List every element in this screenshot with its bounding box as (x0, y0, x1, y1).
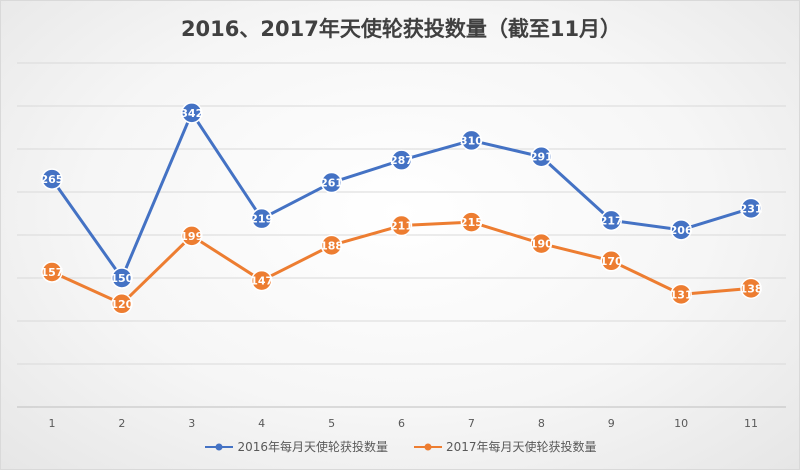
series-line-0 (50, 111, 753, 280)
x-tick-label: 7 (468, 417, 475, 430)
data-label: 265 (40, 173, 63, 186)
data-marker (460, 129, 483, 152)
data-point: 231 (740, 197, 763, 220)
data-marker (740, 197, 762, 220)
data-marker (320, 171, 343, 194)
data-point: 206 (670, 219, 693, 241)
data-marker (41, 261, 63, 283)
data-marker (460, 211, 483, 233)
x-tick-label: 4 (258, 417, 265, 430)
data-point: 342 (180, 102, 203, 124)
chart-title: 2016、2017年天使轮获投数量（截至11月） (180, 17, 622, 41)
x-tick-label: 10 (674, 417, 688, 430)
data-marker (181, 102, 203, 124)
data-label: 190 (530, 238, 553, 251)
data-label: 170 (600, 255, 623, 268)
x-tick-label: 3 (188, 417, 195, 430)
data-label: 188 (320, 239, 343, 252)
x-tick-label: 6 (398, 417, 405, 430)
data-point: 131 (670, 283, 693, 306)
data-label: 131 (670, 288, 693, 301)
data-point: 170 (600, 250, 623, 272)
data-label: 199 (180, 230, 203, 243)
data-marker (600, 209, 622, 232)
data-marker (530, 232, 553, 255)
legend-label-2016: 2016年每月天使轮获投数量 (237, 440, 388, 454)
data-point: 215 (460, 211, 483, 233)
data-point: 157 (40, 261, 63, 283)
legend-item-2016: 2016年每月天使轮获投数量 (205, 438, 388, 455)
data-marker (250, 207, 273, 230)
data-point: 211 (390, 214, 413, 237)
data-point: 190 (530, 232, 553, 255)
x-tick-label: 2 (118, 417, 125, 430)
data-label: 120 (110, 298, 133, 311)
legend-swatch-2017 (414, 443, 442, 450)
x-tick-label: 1 (48, 417, 55, 430)
legend-label-2017: 2017年每月天使轮获投数量 (446, 440, 597, 454)
data-point: 188 (320, 234, 343, 257)
data-point: 217 (600, 209, 623, 232)
plot-area: 1 2 3 4 5 6 7 8 9 10 11 265 150 342 219 261 287 310 291 21… (17, 62, 786, 430)
data-label: 310 (460, 134, 483, 147)
data-point: 291 (530, 145, 553, 168)
x-tick-label: 5 (328, 417, 335, 430)
data-point: 310 (460, 129, 483, 152)
x-tick-label: 11 (744, 417, 758, 430)
gridlines (17, 62, 786, 408)
series-lines (50, 111, 753, 306)
data-label: 211 (390, 220, 413, 233)
data-marker (390, 149, 413, 171)
data-point: 199 (180, 225, 203, 247)
data-label: 157 (40, 266, 63, 279)
data-marker (390, 214, 413, 237)
legend-swatch-2016 (205, 443, 234, 450)
data-marker (530, 145, 553, 168)
data-point: 150 (110, 267, 134, 289)
data-point: 219 (250, 207, 273, 230)
data-marker (250, 269, 273, 292)
data-marker (670, 283, 692, 306)
data-point: 265 (40, 168, 63, 190)
x-axis-ticks: 1 2 3 4 5 6 7 8 9 10 11 (48, 417, 758, 430)
data-marker (111, 293, 133, 315)
data-marker (670, 219, 692, 241)
data-marker (41, 168, 63, 190)
data-label: 291 (530, 151, 553, 164)
data-marker (181, 225, 203, 247)
data-label: 217 (600, 214, 623, 227)
series-points: 265 150 342 219 261 287 310 291 217 206 231 157 120 1… (40, 102, 763, 315)
data-point: 261 (320, 171, 343, 194)
data-label: 150 (110, 272, 133, 285)
data-label: 147 (250, 275, 273, 288)
data-label: 138 (740, 282, 763, 295)
data-label: 287 (390, 154, 413, 167)
data-point: 120 (110, 293, 134, 315)
x-tick-label: 8 (538, 417, 545, 430)
data-point: 287 (390, 149, 413, 171)
data-label: 342 (180, 107, 203, 120)
x-tick-label: 9 (608, 417, 615, 430)
legend-item-2017: 2017年每月天使轮获投数量 (414, 438, 597, 455)
data-label: 219 (250, 213, 273, 226)
data-marker (600, 250, 622, 272)
legend: 2016年每月天使轮获投数量 2017年每月天使轮获投数量 (1, 438, 799, 455)
data-label: 231 (740, 202, 763, 215)
data-label: 206 (670, 224, 693, 237)
data-point: 147 (250, 269, 273, 292)
data-label: 261 (320, 177, 343, 190)
data-marker (740, 277, 762, 300)
data-marker (111, 267, 133, 289)
data-label: 215 (460, 216, 483, 229)
data-point: 138 (740, 277, 763, 300)
data-marker (320, 234, 343, 257)
